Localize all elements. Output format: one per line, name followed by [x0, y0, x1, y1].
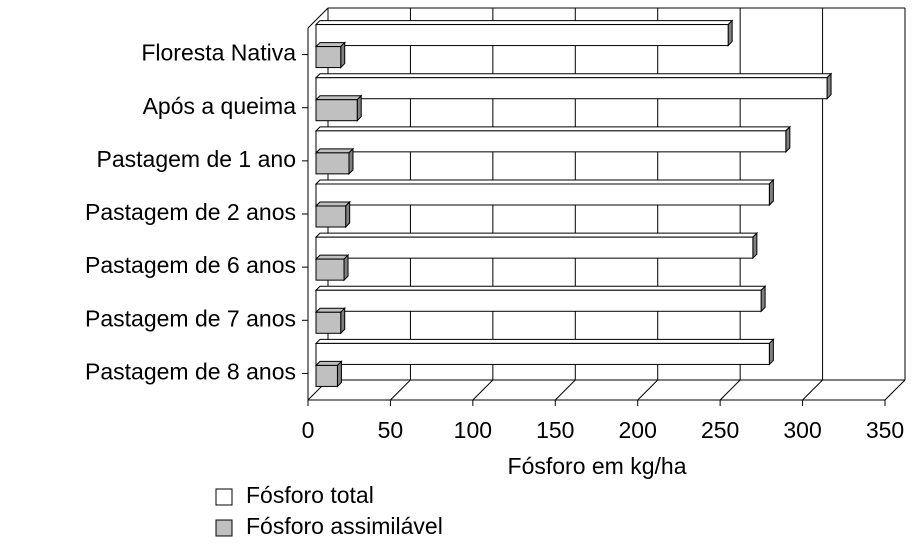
bar-side [727, 19, 733, 47]
bar-group [314, 147, 355, 176]
grid-line [390, 379, 411, 401]
bar-side [348, 147, 354, 176]
y-tick-label: Pastagem de 2 anos [85, 199, 296, 225]
x-axis-label: Fósforo em kg/ha [508, 453, 687, 479]
grid-line [554, 379, 576, 401]
bar-group [314, 285, 767, 313]
x-tick-label: 150 [536, 417, 574, 443]
bar [315, 152, 350, 175]
bar-group [314, 231, 759, 260]
grid-line [802, 379, 823, 401]
bar-side [768, 178, 774, 207]
bar-top [314, 148, 355, 154]
bar-side [752, 231, 758, 260]
x-tick-label: 0 [302, 417, 315, 443]
x-tick-label: 200 [619, 417, 657, 443]
bar [315, 311, 342, 334]
grid-line [637, 379, 659, 401]
grid-line [719, 379, 741, 401]
y-tick-label: Pastagem de 7 anos [85, 305, 296, 331]
bar-top [314, 232, 759, 238]
bar-top [314, 73, 833, 79]
bar-group [314, 94, 363, 122]
bar-top [314, 179, 775, 185]
legend-label: Fósforo total [246, 482, 374, 508]
x-tick-label: 100 [454, 417, 492, 443]
bar [315, 46, 342, 69]
bar-group [314, 338, 775, 366]
bar-group [314, 253, 350, 282]
bar-group [314, 19, 734, 47]
bar-top [314, 20, 734, 26]
bar [315, 289, 762, 312]
bar-side [356, 94, 362, 122]
bar-top [314, 95, 363, 101]
legend-swatch [215, 488, 233, 506]
x-tick-label: 250 [701, 417, 739, 443]
bar-side [343, 253, 349, 282]
y-tick-label: Pastagem de 6 anos [85, 252, 296, 278]
y-tick-label: Pastagem de 8 anos [85, 359, 296, 385]
grid-line [472, 379, 494, 401]
bar-group [314, 125, 792, 154]
bar-side [768, 338, 774, 366]
bar [315, 99, 358, 122]
x-tick-label: 350 [866, 417, 904, 443]
bar-top [314, 307, 346, 313]
bar-side [336, 360, 342, 388]
bar [315, 364, 338, 387]
grid-line [884, 379, 906, 401]
bar-top [314, 201, 351, 207]
left-wall [307, 7, 329, 29]
bar-side [340, 307, 346, 335]
bar [315, 183, 770, 206]
bar-top [314, 126, 792, 132]
bar [315, 24, 729, 47]
bar-side [785, 125, 791, 154]
bar-group [314, 307, 346, 335]
bar-side [345, 200, 351, 229]
bar [315, 130, 787, 153]
x-tick-label: 300 [783, 417, 821, 443]
legend-swatch [215, 519, 233, 537]
legend-label: Fósforo assimilável [246, 513, 443, 539]
bar [315, 258, 345, 281]
bar [315, 77, 828, 100]
bar-top [314, 338, 775, 344]
bar-top [314, 285, 767, 291]
y-tick-label: Após a queima [143, 93, 297, 119]
x-tick-label: 50 [378, 417, 404, 443]
bar [315, 342, 770, 365]
y-tick-label: Pastagem de 1 ano [97, 146, 296, 172]
bar-group [314, 360, 343, 388]
bar-group [314, 200, 351, 229]
y-tick-label: Floresta Nativa [141, 40, 296, 66]
bar [315, 236, 754, 259]
bar-side [340, 41, 346, 69]
bar [315, 205, 347, 228]
bar-side [826, 72, 832, 100]
bar-top [314, 254, 350, 260]
bar-group [314, 72, 833, 100]
bar-top [314, 42, 346, 48]
bar-group [314, 178, 775, 207]
bar-group [314, 41, 346, 69]
bar-side [760, 285, 766, 313]
